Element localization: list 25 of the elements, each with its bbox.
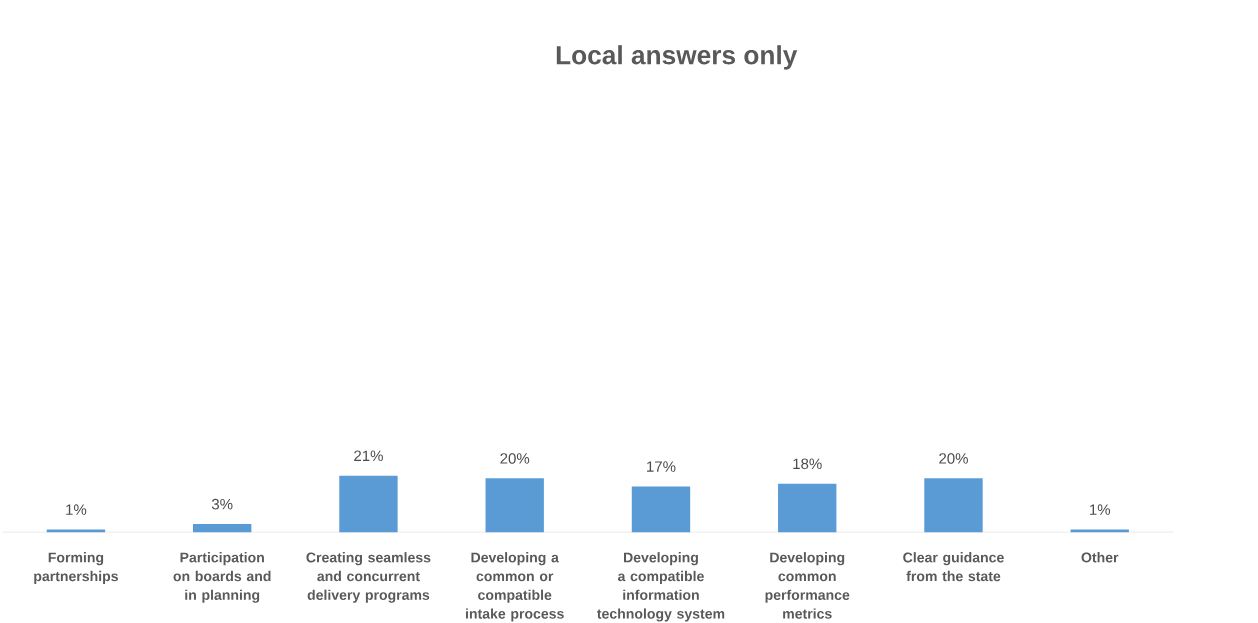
x-tick-label: Developing a compatible information technology system xyxy=(597,552,725,622)
bar xyxy=(631,486,691,533)
x-tick-label: Forming partnerships xyxy=(34,552,118,585)
data-label: 20% xyxy=(500,453,530,464)
x-tick-label: Participation on boards and in planning xyxy=(173,552,271,604)
bar xyxy=(778,483,837,533)
x-tick-label: Other xyxy=(1081,552,1119,563)
bar xyxy=(339,475,398,533)
data-label: 3% xyxy=(211,499,233,510)
bar xyxy=(924,478,983,533)
data-label: 1% xyxy=(66,504,87,516)
x-tick-label: Developing common performance metrics xyxy=(765,552,850,619)
x-tick-label: Creating seamless and concurrent delivery programs xyxy=(306,552,431,604)
bar xyxy=(1070,529,1129,533)
bar xyxy=(46,529,106,533)
data-label: 20% xyxy=(939,453,968,464)
bar xyxy=(193,524,252,533)
data-label: 17% xyxy=(647,461,676,473)
x-tick-label: Clear guidance from the state xyxy=(903,552,1004,582)
data-label: 1% xyxy=(1090,504,1111,516)
data-label: 18% xyxy=(793,458,822,470)
x-tick-label: Developing a common or compatible intake process xyxy=(466,552,564,622)
data-label: 21% xyxy=(354,450,383,462)
bar xyxy=(485,478,544,533)
chart-title: Local answers only xyxy=(556,45,798,70)
